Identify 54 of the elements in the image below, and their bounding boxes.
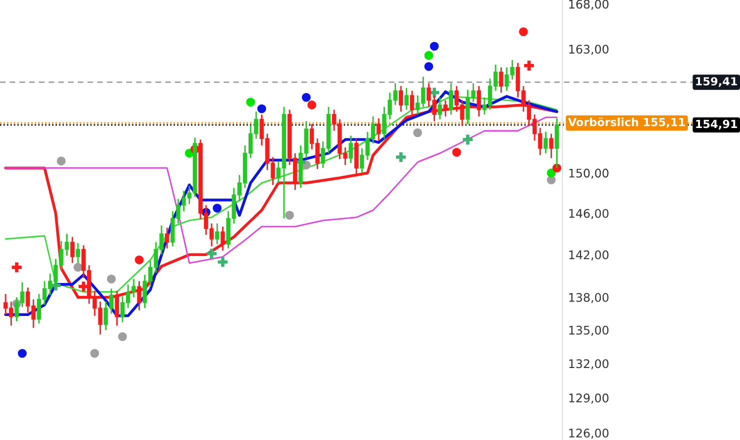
ref-line-label: Vorbörslich 155,11 (568, 117, 685, 128)
y-tick-label: 168,00 (569, 0, 608, 10)
candlestick (376, 118, 381, 142)
y-tick-label: 132,00 (569, 359, 608, 370)
candlestick (70, 236, 74, 264)
y-tick-label: 146,00 (569, 208, 608, 220)
point (246, 98, 255, 106)
y-tick-label: 163,00 (569, 44, 608, 55)
y-tick-label: 135,00 (569, 326, 608, 336)
candlestick (549, 133, 554, 159)
candlestick (220, 226, 225, 252)
candlestick (499, 66, 504, 94)
point (413, 128, 422, 138)
candlestick (76, 242, 80, 264)
point (546, 168, 556, 178)
point (90, 349, 100, 358)
point (285, 210, 294, 220)
candlestick (554, 118, 559, 169)
candlestick (164, 226, 170, 250)
ref-line-label: 159,41 (696, 77, 738, 87)
point (452, 148, 461, 157)
candlestick (448, 82, 454, 116)
y-tick-label: 142,00 (569, 250, 608, 261)
point (218, 257, 228, 267)
point (56, 156, 66, 166)
candlestick (544, 131, 548, 154)
point (524, 60, 534, 70)
point (396, 152, 406, 162)
point (424, 51, 434, 60)
ref-line-label: 154,91 (696, 120, 738, 130)
y-tick-label: 150,00 (569, 168, 608, 179)
y-tick-label: 129,00 (569, 394, 608, 404)
point (118, 332, 127, 342)
y-tick-label: 126,00 (569, 428, 608, 439)
point (302, 92, 311, 102)
point (106, 274, 116, 284)
point (12, 262, 22, 272)
point (462, 134, 473, 144)
point (519, 27, 528, 36)
point (212, 204, 222, 213)
y-tick-label: 138,00 (569, 292, 608, 304)
point (307, 100, 316, 110)
point (430, 42, 439, 51)
candlestick (404, 87, 409, 110)
point (257, 104, 266, 114)
candlestick (348, 134, 353, 164)
point (134, 256, 144, 264)
point (424, 62, 434, 71)
candlestick (398, 85, 404, 112)
candlestick (215, 222, 220, 245)
candlestick (438, 96, 442, 120)
point (74, 262, 82, 272)
point (206, 248, 217, 259)
point (18, 349, 27, 358)
